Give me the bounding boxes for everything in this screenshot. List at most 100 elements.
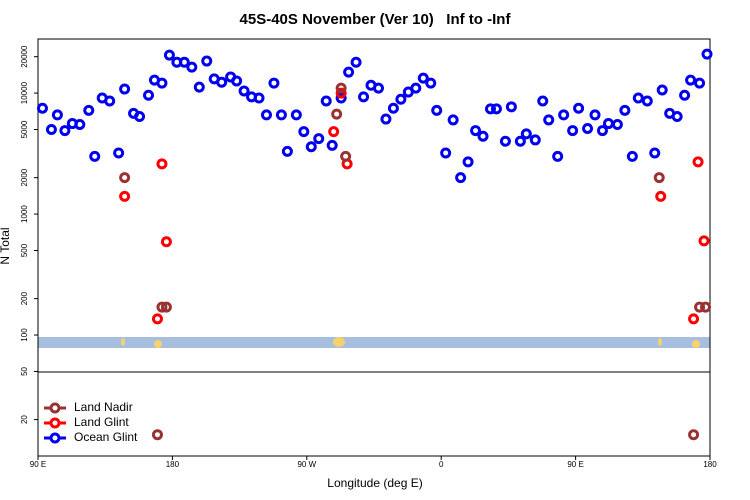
point [156, 301, 168, 313]
point [298, 126, 310, 138]
series [119, 82, 712, 441]
point [89, 150, 101, 162]
point [520, 128, 532, 140]
point [567, 125, 579, 137]
point [447, 114, 459, 126]
point [119, 190, 131, 202]
point [558, 109, 570, 121]
point [281, 145, 293, 157]
series [36, 48, 713, 184]
y-tick-label: 500 [20, 243, 29, 257]
map-strip [38, 337, 710, 348]
point [51, 109, 63, 121]
point [260, 109, 272, 121]
legend-label: Land Glint [74, 415, 129, 429]
point [372, 82, 384, 94]
legend-marker [49, 402, 61, 414]
legend-label: Ocean Glint [74, 430, 138, 444]
point [358, 91, 370, 103]
y-tick-label: 5000 [20, 120, 29, 138]
legend-marker [49, 417, 61, 429]
series [119, 87, 710, 325]
point [477, 130, 489, 142]
point [626, 150, 638, 162]
point [290, 109, 302, 121]
point [335, 87, 347, 99]
point [163, 49, 175, 61]
point [653, 172, 665, 184]
point [688, 429, 700, 441]
point [417, 72, 429, 84]
point [499, 135, 511, 147]
point [268, 77, 280, 89]
y-tick-label: 200 [20, 291, 29, 305]
point [160, 236, 172, 248]
point [462, 156, 474, 168]
point [431, 104, 443, 116]
x-tick-label: 90 W [297, 460, 316, 469]
point [632, 92, 644, 104]
point [514, 135, 526, 147]
legend-label: Land Nadir [74, 400, 133, 414]
point [688, 313, 700, 325]
point [387, 102, 399, 114]
point [685, 74, 697, 86]
point [484, 103, 496, 115]
point [470, 125, 482, 137]
point [193, 81, 205, 93]
point [410, 82, 422, 94]
point [537, 95, 549, 107]
point [692, 156, 704, 168]
point [178, 56, 190, 68]
point [656, 84, 668, 96]
point [619, 104, 631, 116]
point [231, 75, 243, 87]
point [104, 95, 116, 107]
point [694, 77, 706, 89]
point [602, 118, 614, 130]
point [698, 235, 710, 247]
x-tick-label: 0 [439, 460, 444, 469]
y-tick-label: 10000 [20, 81, 29, 104]
point [119, 172, 131, 184]
point [328, 126, 340, 138]
point [701, 48, 713, 60]
point [596, 125, 608, 137]
point [490, 103, 502, 115]
point [350, 56, 362, 68]
y-tick-label: 20 [20, 415, 29, 424]
point [343, 66, 355, 78]
point [313, 133, 325, 145]
point [395, 93, 407, 105]
point [641, 95, 653, 107]
point [216, 76, 228, 88]
y-tick-label: 2000 [20, 168, 29, 186]
point [335, 82, 347, 94]
point [611, 119, 623, 131]
point [425, 77, 437, 89]
x-axis-label: Longitude (deg E) [327, 476, 422, 490]
point [74, 119, 86, 131]
y-tick-label: 20000 [20, 45, 29, 68]
point [573, 102, 585, 114]
point [340, 150, 352, 162]
point [113, 147, 125, 159]
plot-frame [37, 38, 711, 457]
point [679, 89, 691, 101]
chart-title: 45S-40S November (Ver 10) Inf to -Inf [240, 11, 512, 28]
point [543, 114, 555, 126]
point [505, 101, 517, 113]
point [320, 95, 332, 107]
x-tick-label: 180 [703, 460, 717, 469]
point [380, 113, 392, 125]
point [326, 139, 338, 151]
point [151, 313, 163, 325]
point [335, 92, 347, 104]
point [134, 111, 146, 123]
point [694, 301, 706, 313]
point [201, 55, 213, 67]
legend-marker [49, 432, 61, 444]
point [186, 61, 198, 73]
